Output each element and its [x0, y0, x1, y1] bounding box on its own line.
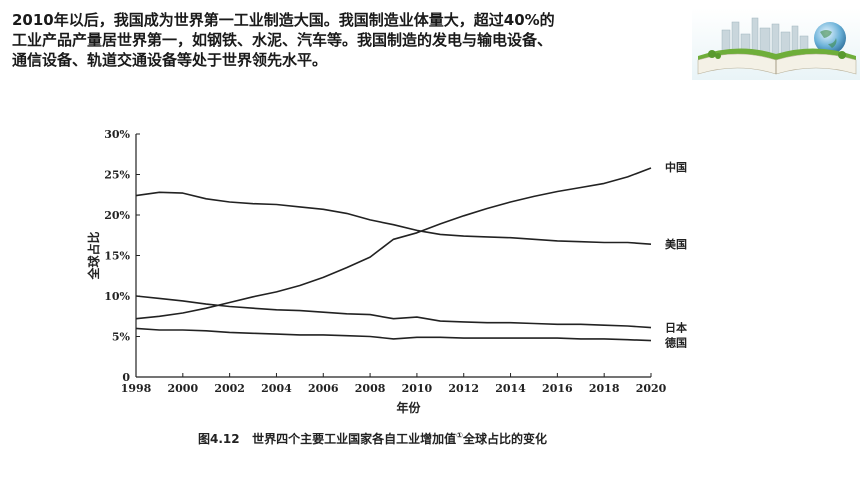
series-label: 中国 — [665, 160, 687, 174]
x-tick-label: 2000 — [168, 382, 199, 395]
y-tick-label: 25% — [104, 169, 130, 182]
figure-caption-text-end: 全球占比的变化 — [462, 432, 547, 446]
intro-line: 2010年以后，我国成为世界第一工业制造大国。我国制造业体量大，超过40%的 — [12, 11, 555, 29]
figure-number: 图4.12 — [198, 432, 240, 446]
x-tick-label: 2008 — [355, 382, 386, 395]
series-line-4 — [135, 327, 652, 342]
x-tick-label: 2002 — [214, 382, 245, 395]
footnote-mark: ① — [456, 431, 463, 440]
series-line-2 — [135, 191, 652, 245]
x-tick-label: 2020 — [636, 382, 667, 395]
figure-caption-text: 世界四个主要工业国家各自工业增加值 — [252, 432, 457, 446]
y-tick-label: 30% — [104, 128, 130, 141]
x-tick-label: 2006 — [308, 382, 339, 395]
x-tick-label: 2012 — [448, 382, 479, 395]
x-tick-label: 2010 — [402, 382, 433, 395]
y-axis-title: 全球占比 — [86, 231, 101, 280]
series-line-3 — [135, 295, 652, 329]
x-tick-label: 2016 — [542, 382, 573, 395]
y-tick-label: 20% — [104, 209, 130, 222]
y-tick-label: 5% — [112, 331, 131, 344]
y-tick-label: 0 — [122, 371, 130, 384]
book-city-illustration — [692, 8, 860, 80]
y-tick-label: 10% — [104, 290, 130, 303]
series-label: 美国 — [665, 237, 687, 251]
x-tick-label: 2014 — [495, 382, 526, 395]
x-tick-label: 2004 — [261, 382, 292, 395]
series-line-1 — [135, 167, 652, 320]
x-tick-label: 1998 — [121, 382, 152, 395]
intro-line: 通信设备、轨道交通设备等处于世界领先水平。 — [12, 51, 328, 69]
x-axis-title: 年份 — [396, 400, 421, 415]
x-tick-label: 2018 — [589, 382, 620, 395]
intro-paragraph: 2010年以后，我国成为世界第一工业制造大国。我国制造业体量大，超过40%的 工… — [12, 10, 672, 70]
intro-line: 工业产品产量居世界第一，如钢铁、水泥、汽车等。我国制造的发电与输电设备、 — [12, 31, 553, 49]
line-chart: 0 5% 10% 15% 20% 25% 30% 1998 2000 2002 2004 2006 20… — [80, 118, 700, 458]
y-tick-label: 15% — [104, 250, 130, 263]
series-label: 德国 — [664, 336, 687, 350]
chart-svg: 0 5% 10% 15% 20% 25% 30% 1998 2000 2002 2004 2006 20… — [86, 128, 687, 415]
series-label: 日本 — [665, 321, 687, 335]
figure-caption: 图4.12 世界四个主要工业国家各自工业增加值①全球占比的变化 — [198, 430, 547, 447]
